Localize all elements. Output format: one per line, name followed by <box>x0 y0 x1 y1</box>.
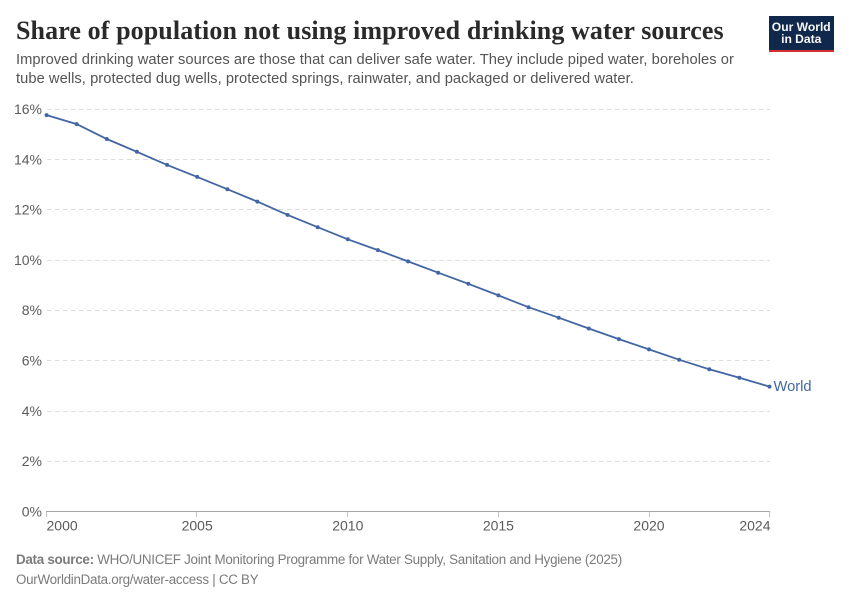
svg-text:2024: 2024 <box>739 518 770 534</box>
svg-text:6%: 6% <box>22 353 42 369</box>
svg-text:14%: 14% <box>14 151 42 167</box>
svg-text:2010: 2010 <box>332 518 363 534</box>
svg-text:World: World <box>774 379 812 395</box>
svg-text:2015: 2015 <box>483 518 514 534</box>
svg-text:2020: 2020 <box>633 518 664 534</box>
svg-text:2005: 2005 <box>182 518 213 534</box>
svg-text:4%: 4% <box>22 403 42 419</box>
svg-text:12%: 12% <box>14 202 42 218</box>
svg-text:2000: 2000 <box>47 518 78 534</box>
svg-text:0%: 0% <box>22 503 42 519</box>
svg-text:10%: 10% <box>14 252 42 268</box>
svg-text:16%: 16% <box>14 101 42 117</box>
svg-text:8%: 8% <box>22 302 42 318</box>
svg-text:2%: 2% <box>22 453 42 469</box>
